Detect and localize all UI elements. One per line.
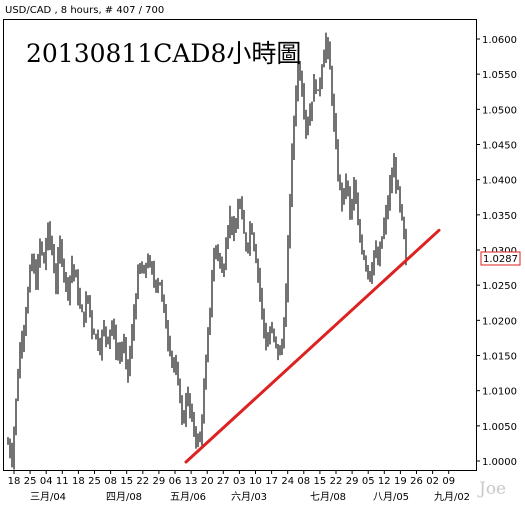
y-tick-label: 1.0550 bbox=[482, 70, 517, 81]
y-tick-label: 1.0000 bbox=[482, 457, 517, 468]
x-tick-label: 25 bbox=[88, 476, 101, 487]
x-tick-label: 29 bbox=[153, 476, 166, 487]
y-tick-label: 1.0500 bbox=[482, 105, 517, 116]
x-tick-label: 18 bbox=[8, 476, 21, 487]
x-tick-label: 15 bbox=[120, 476, 133, 487]
x-tick-label: 25 bbox=[24, 476, 37, 487]
x-tick-label: 22 bbox=[136, 476, 149, 487]
x-tick-label: 15 bbox=[314, 476, 327, 487]
y-tick-label: 1.0350 bbox=[482, 211, 517, 222]
y-tick-label: 1.0600 bbox=[482, 35, 517, 46]
x-tick-label: 26 bbox=[410, 476, 423, 487]
x-axis: 18 25 04 11 18 25 08 15 22 29 06 13 20 27 03 10 17 24 08 15… bbox=[8, 470, 470, 503]
symbol-info: USD/CAD , 8 hours, # 407 / 700 bbox=[5, 5, 164, 16]
x-tick-label: 13 bbox=[185, 476, 198, 487]
x-tick-label: 05 bbox=[362, 476, 375, 487]
y-tick-label: 1.0200 bbox=[482, 316, 517, 327]
x-tick-label: 22 bbox=[330, 476, 343, 487]
plot-frame bbox=[3, 19, 477, 471]
x-tick-label: 02 bbox=[426, 476, 439, 487]
x-tick-label: 17 bbox=[265, 476, 278, 487]
x-tick-label: 29 bbox=[346, 476, 359, 487]
y-tick-label: 1.0450 bbox=[482, 141, 517, 152]
price-series bbox=[7, 32, 407, 470]
y-tick-label: 1.0150 bbox=[482, 352, 517, 363]
x-tick-label: 20 bbox=[201, 476, 214, 487]
x-tick-label: 10 bbox=[249, 476, 262, 487]
y-tick-label: 1.0050 bbox=[482, 422, 517, 433]
trendline bbox=[184, 228, 441, 464]
x-tick-label: 08 bbox=[104, 476, 117, 487]
x-month-label: 五月/06 bbox=[170, 491, 206, 503]
x-month-label: 九月/02 bbox=[434, 491, 470, 503]
x-month-label: 六月/03 bbox=[231, 491, 267, 503]
x-tick-label: 08 bbox=[297, 476, 310, 487]
x-tick-label: 27 bbox=[217, 476, 230, 487]
y-tick-label: 1.0250 bbox=[482, 281, 517, 292]
x-tick-label: 03 bbox=[233, 476, 246, 487]
x-tick-label: 18 bbox=[72, 476, 85, 487]
chart-title: 20130811CAD8小時圖 bbox=[26, 39, 301, 68]
x-month-label: 三月/04 bbox=[30, 491, 66, 503]
current-price-box bbox=[480, 251, 521, 266]
x-month-label: 七月/08 bbox=[310, 491, 346, 503]
y-tick-label: 1.0100 bbox=[482, 387, 517, 398]
x-tick-label: 09 bbox=[442, 476, 455, 487]
x-tick-label: 11 bbox=[56, 476, 69, 487]
x-tick-label: 06 bbox=[169, 476, 182, 487]
x-tick-label: 24 bbox=[281, 476, 294, 487]
x-month-label: 八月/05 bbox=[373, 491, 409, 503]
x-tick-label: 19 bbox=[394, 476, 407, 487]
y-tick-label: 1.0400 bbox=[482, 176, 517, 187]
current-price-label: 1.0287 bbox=[483, 254, 518, 265]
x-tick-label: 04 bbox=[40, 476, 53, 487]
x-tick-label: 12 bbox=[378, 476, 391, 487]
x-month-label: 四月/08 bbox=[106, 491, 142, 503]
watermark: Joe bbox=[477, 479, 506, 499]
